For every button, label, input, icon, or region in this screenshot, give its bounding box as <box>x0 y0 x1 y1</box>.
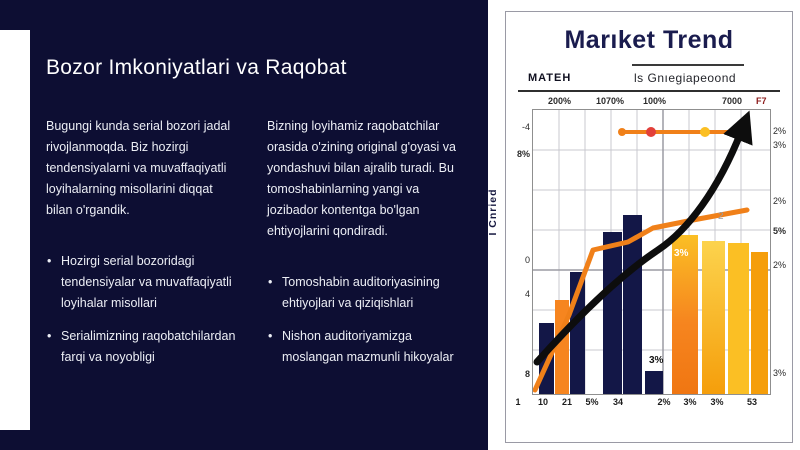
bullet-list: Tomoshabin auditoriyasining ehtiyojlari … <box>267 272 462 368</box>
chart-bar <box>702 241 725 394</box>
paragraph: Bugungi kunda serial bozori jadal rivojl… <box>46 119 231 217</box>
x-axis-label: 3% <box>710 397 724 407</box>
chart-bar <box>623 215 642 394</box>
x-axis-label: 10 <box>537 397 548 407</box>
left-axis-label: 0 <box>524 255 530 265</box>
chart-bar <box>603 232 622 394</box>
x-axis-label: 3% <box>683 397 697 407</box>
chart-subtitle: ls Gnıegiapeoond <box>634 71 737 85</box>
chart-plot-area <box>532 109 771 395</box>
x-axis-label: 21 <box>561 397 572 407</box>
bullet-item: Hozirgi serial bozoridagi tendensiyalar … <box>46 251 241 314</box>
left-axis-label: 4 <box>524 289 530 299</box>
bar-layer <box>533 110 770 394</box>
chart-bar <box>672 235 698 394</box>
x-axis-label: 5% <box>585 397 599 407</box>
chart-bar <box>728 243 749 394</box>
bar-value-label: 2 <box>718 211 724 222</box>
left-axis-label: -4 <box>521 122 530 132</box>
chart-bar <box>751 252 768 394</box>
right-axis-label: 2% <box>773 126 787 136</box>
chart-y-axis-title: I Cnried <box>487 188 499 236</box>
header-divider-short <box>632 64 744 66</box>
chart-bar <box>645 371 663 394</box>
left-axis-label: 8 <box>524 369 530 379</box>
trend-arrow <box>533 110 753 366</box>
chart-corner-label: MATEH <box>528 72 572 84</box>
x-axis-label: 2% <box>657 397 671 407</box>
x-axis-label: 53 <box>746 397 757 407</box>
x-axis-label: 1 <box>515 397 521 407</box>
trend-line <box>533 207 750 393</box>
x-axis-label: 34 <box>612 397 623 407</box>
dark-panel-background <box>0 0 488 450</box>
marker-dot-yellow <box>700 127 710 137</box>
top-axis-label: 7000 <box>722 96 743 106</box>
bar-value-label: 3% <box>649 355 664 366</box>
slide-content: Bozor Imkoniyatlari va Raqobat Bugungi k… <box>46 56 462 380</box>
left-axis-label: 8% <box>516 149 530 159</box>
right-axis-label: 3% <box>773 140 787 150</box>
right-axis-label: 3% <box>773 368 787 378</box>
paragraph: Bizning loyihamiz raqobatchilar orasida … <box>267 119 456 238</box>
bar-value-label: 3% <box>674 248 689 259</box>
marker-dot-red <box>646 127 656 137</box>
chart-title: Marıket Trend <box>564 26 734 54</box>
slide-title: Bozor Imkoniyatlari va Raqobat <box>46 56 347 79</box>
marker-dot-orange <box>618 128 626 136</box>
market-trend-chart-card: Marıket Trend MATEH ls Gnıegiapeoond 200… <box>505 11 793 443</box>
top-axis-label: 100% <box>643 96 667 106</box>
bullet-list: Hozirgi serial bozoridagi tendensiyalar … <box>46 251 241 368</box>
bullet-item: Serialimizning raqobatchilardan farqi va… <box>46 326 241 368</box>
top-axis-label: 1070% <box>596 96 625 106</box>
column-left: Bugungi kunda serial bozori jadal rivojl… <box>46 116 241 380</box>
top-axis-label: 200% <box>548 96 572 106</box>
left-margin-notch <box>0 30 30 430</box>
right-axis-label: 2% <box>773 260 787 270</box>
right-axis-label: 2% <box>773 196 787 206</box>
text-columns: Bugungi kunda serial bozori jadal rivojl… <box>46 116 462 380</box>
column-right: Bizning loyihamiz raqobatchilar orasida … <box>267 116 462 380</box>
header-divider-full <box>518 90 780 92</box>
right-axis-label: 5% <box>773 226 787 236</box>
top-axis-label: F7 <box>756 96 767 106</box>
bullet-item: Nishon auditoriyamizga moslangan mazmunl… <box>267 326 462 368</box>
trend-overlay <box>533 110 753 393</box>
bullet-item: Tomoshabin auditoriyasining ehtiyojlari … <box>267 272 462 314</box>
